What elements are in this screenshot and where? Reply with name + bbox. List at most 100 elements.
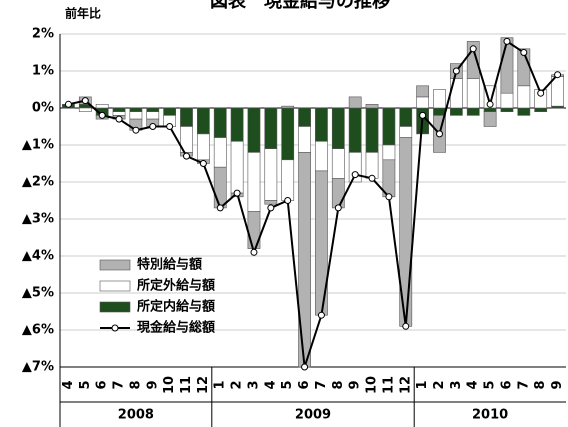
bar (534, 107, 548, 112)
bar (213, 107, 227, 138)
y-tick-label: 1% (32, 64, 54, 79)
line-point (503, 37, 511, 45)
x-tick-label: 4 (61, 380, 76, 389)
bar (365, 107, 379, 153)
line-point (81, 97, 89, 105)
bar (449, 107, 463, 116)
line-point (149, 123, 157, 130)
line-point (334, 204, 342, 212)
line-point (368, 174, 376, 182)
legend-swatch (99, 301, 131, 313)
x-tick-label: 1 (213, 380, 228, 389)
line-point (402, 322, 410, 330)
line-point (267, 204, 275, 212)
line-point (250, 248, 258, 256)
x-tick-label: 10 (162, 376, 177, 394)
bar (551, 76, 564, 107)
line-point (301, 363, 309, 371)
y-tick-label: 2% (32, 27, 54, 42)
line-point (233, 189, 241, 197)
y-tick-label: ▲4% (22, 249, 54, 264)
bar (129, 111, 143, 120)
year-label: 2009 (295, 408, 331, 423)
bar (230, 107, 244, 142)
bar (365, 104, 379, 109)
x-tick-label: 5 (483, 380, 498, 389)
y-tick-label: ▲1% (22, 138, 54, 153)
x-tick-label: 5 (280, 380, 295, 389)
legend-label: 所定外給与額 (137, 278, 215, 294)
x-tick-label: 6 (499, 380, 514, 389)
bar (112, 111, 126, 116)
x-tick-label: 8 (533, 380, 548, 389)
bar (298, 107, 311, 127)
x-tick-label: 9 (145, 380, 160, 389)
bar (365, 152, 379, 179)
x-tick-label: 6 (297, 380, 312, 389)
line-point (469, 45, 477, 53)
x-tick-label: 2 (432, 380, 447, 389)
bar (500, 107, 514, 112)
legend-label: 所定内給与額 (137, 299, 215, 315)
line-point (351, 171, 359, 179)
bar (180, 107, 193, 127)
line-point (385, 193, 393, 201)
bar (129, 107, 143, 112)
x-tick-label: 4 (263, 380, 278, 389)
line-point (317, 311, 325, 319)
bar (483, 111, 497, 127)
bar (146, 107, 160, 112)
line-point (166, 123, 174, 130)
bar (315, 107, 328, 142)
year-label: 2008 (118, 408, 154, 423)
x-tick-label: 12 (196, 376, 211, 394)
bar (196, 107, 210, 135)
bar (163, 107, 177, 116)
x-tick-label: 1 (415, 380, 430, 389)
bar (264, 148, 278, 201)
line-point (537, 89, 545, 97)
x-tick-label: 9 (550, 380, 565, 389)
bar (466, 107, 480, 116)
bar (112, 107, 126, 112)
bar (399, 107, 413, 127)
x-tick-label: 8 (331, 380, 346, 389)
bar (315, 141, 328, 172)
x-tick-label: 4 (466, 380, 481, 389)
bar (517, 85, 531, 109)
bar (433, 89, 446, 109)
y-tick-label: ▲7% (22, 360, 54, 375)
legend-marker (111, 324, 119, 332)
legend-swatch (99, 259, 131, 271)
legend-label: 現金給与総額 (137, 320, 215, 336)
bar (298, 126, 311, 153)
x-tick-label: 9 (348, 380, 363, 389)
bar (281, 107, 295, 161)
x-tick-label: 12 (398, 376, 413, 394)
y-tick-label: ▲2% (22, 175, 54, 190)
x-tick-label: 3 (449, 380, 464, 389)
chart-title: 図表 現金給与の推移 (210, 0, 390, 12)
line-point (115, 115, 123, 123)
bar (466, 41, 480, 79)
bar (399, 126, 413, 138)
y-tick-label: 0% (32, 101, 54, 116)
bar (500, 92, 514, 109)
x-tick-label: 10 (365, 376, 380, 394)
bar (230, 141, 244, 194)
line-point (520, 49, 528, 56)
line-point (64, 100, 72, 108)
bar (500, 37, 514, 94)
line-point (452, 67, 460, 75)
x-tick-label: 7 (112, 380, 127, 389)
bar (95, 104, 109, 109)
bar (416, 85, 430, 98)
bar (264, 107, 278, 150)
bar (331, 107, 345, 150)
line-point (98, 111, 106, 119)
y-tick-label: ▲3% (22, 212, 54, 227)
bar (247, 107, 261, 153)
bar (213, 166, 227, 209)
line-point (199, 160, 207, 167)
x-tick-label: 5 (78, 380, 93, 389)
